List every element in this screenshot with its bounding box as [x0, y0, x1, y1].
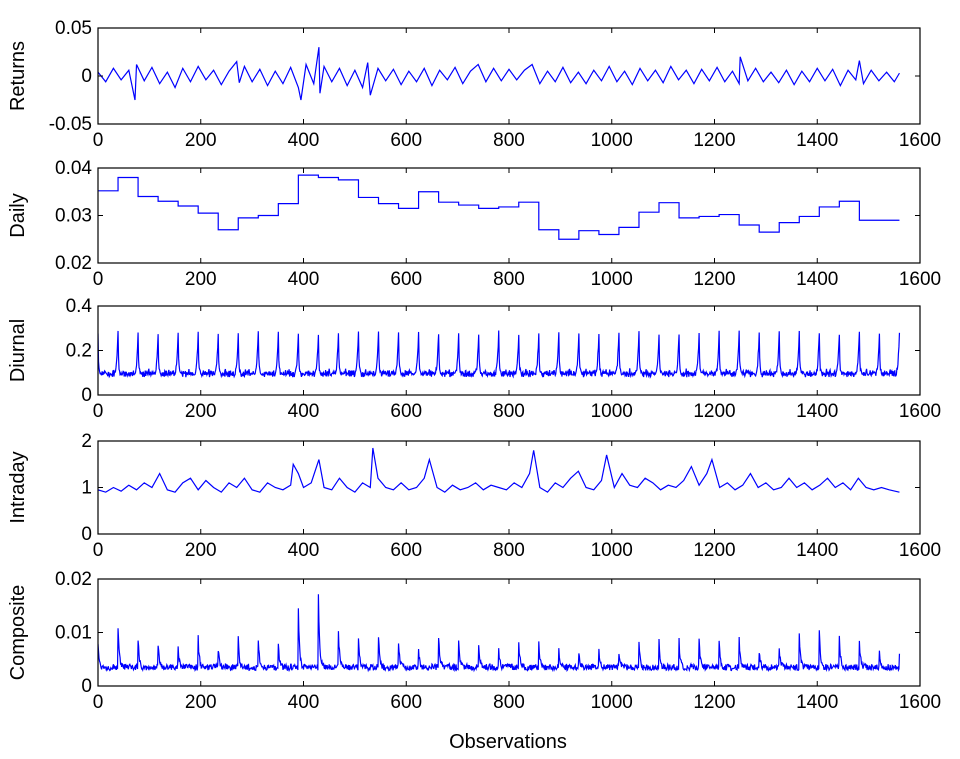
x-tick-label: 1600 — [899, 269, 941, 290]
x-tick-label: 0 — [93, 401, 104, 422]
x-tick-label: 1600 — [899, 401, 941, 422]
y-tick-label: 0.4 — [66, 296, 93, 317]
y-axis-label: Diurnal — [7, 319, 29, 382]
returns-panel: 0 200 400 600 800 1000 1200 1400 1600-0.0500.05R… — [7, 18, 941, 151]
daily-panel-axes-box — [97, 167, 921, 264]
diurnal-panel-axes-box — [97, 305, 921, 396]
x-tick-label: 600 — [390, 269, 422, 290]
y-tick-label: 0.01 — [55, 623, 92, 644]
x-tick-label: 800 — [493, 269, 525, 290]
y-tick-label: 0.05 — [55, 18, 92, 39]
x-tick-label: 800 — [493, 540, 525, 561]
y-tick-label: 0.03 — [55, 206, 92, 227]
x-tick-label: 400 — [288, 269, 320, 290]
x-tick-label: 1000 — [591, 540, 633, 561]
x-tick-label: 1200 — [693, 130, 735, 151]
daily-panel-series-line — [98, 174, 900, 240]
x-axis-label: Observations — [449, 731, 567, 753]
intraday-panel-series-line — [98, 447, 900, 493]
x-tick-label: 200 — [185, 130, 217, 151]
returns-panel-series-line — [98, 47, 900, 101]
x-tick-label: 1200 — [693, 540, 735, 561]
y-tick-label: 0 — [81, 524, 92, 545]
y-tick-label: 0 — [81, 385, 92, 406]
diurnal-panel: 0 200 400 600 800 1000 1200 1400 1600 0 0.2 0.4 Diur… — [7, 296, 941, 422]
x-tick-label: 0 — [93, 269, 104, 290]
y-axis-label: Composite — [7, 585, 29, 681]
x-tick-label: 1400 — [796, 269, 838, 290]
x-tick-label: 400 — [288, 401, 320, 422]
y-axis-label: Returns — [7, 41, 29, 111]
x-tick-label: 200 — [185, 401, 217, 422]
x-tick-label: 1200 — [693, 269, 735, 290]
x-tick-label: 800 — [493, 130, 525, 151]
x-tick-label: 0 — [93, 540, 104, 561]
y-tick-label: 0 — [81, 676, 92, 697]
daily-panel: 0 200 400 600 800 1000 1200 1400 1600 0.02 0.03 0.0… — [7, 158, 941, 290]
x-tick-label: 400 — [288, 540, 320, 561]
x-tick-label: 200 — [185, 540, 217, 561]
returns-panel-axes-box — [97, 27, 921, 125]
y-axis-label: Intraday — [7, 451, 29, 523]
x-tick-label: 1000 — [591, 401, 633, 422]
x-tick-label: 800 — [493, 692, 525, 713]
x-tick-label: 600 — [390, 401, 422, 422]
x-tick-label: 1000 — [591, 692, 633, 713]
x-tick-label: 1400 — [796, 401, 838, 422]
x-tick-label: 0 — [93, 692, 104, 713]
y-tick-label: 2 — [81, 431, 92, 452]
y-tick-label: 0.04 — [55, 158, 92, 179]
x-tick-label: 600 — [390, 540, 422, 561]
x-tick-label: 800 — [493, 401, 525, 422]
x-tick-label: 1400 — [796, 130, 838, 151]
y-tick-label: 0 — [81, 66, 92, 87]
x-tick-label: 400 — [288, 130, 320, 151]
x-tick-label: 600 — [390, 692, 422, 713]
x-tick-label: 1600 — [899, 130, 941, 151]
y-tick-label: 0.02 — [55, 569, 92, 590]
x-tick-label: 600 — [390, 130, 422, 151]
x-tick-label: 1600 — [899, 540, 941, 561]
x-tick-label: 400 — [288, 692, 320, 713]
x-tick-label: 1400 — [796, 692, 838, 713]
y-tick-label: 1 — [81, 478, 92, 499]
x-tick-label: 0 — [93, 130, 104, 151]
x-tick-label: 1200 — [693, 692, 735, 713]
x-tick-label: 200 — [185, 269, 217, 290]
y-axis-label: Daily — [7, 193, 29, 237]
x-tick-label: 1000 — [591, 269, 633, 290]
x-tick-label: 1200 — [693, 401, 735, 422]
x-tick-label: 1000 — [591, 130, 633, 151]
y-tick-label: -0.05 — [49, 114, 92, 135]
x-tick-label: 1600 — [899, 692, 941, 713]
x-tick-label: 200 — [185, 692, 217, 713]
composite-panel: 0 200 400 600 800 1000 1200 1400 1600 0 0.01 0.02 Co… — [7, 569, 941, 713]
diurnal-panel-series-line — [98, 330, 901, 379]
y-tick-label: 0.2 — [66, 341, 92, 362]
composite-panel-series-line — [98, 594, 901, 673]
y-tick-label: 0.02 — [55, 253, 92, 274]
x-tick-label: 1400 — [796, 540, 838, 561]
intraday-panel: 0 200 400 600 800 1000 1200 1400 1600 0 1 2 Intraday — [7, 431, 941, 561]
